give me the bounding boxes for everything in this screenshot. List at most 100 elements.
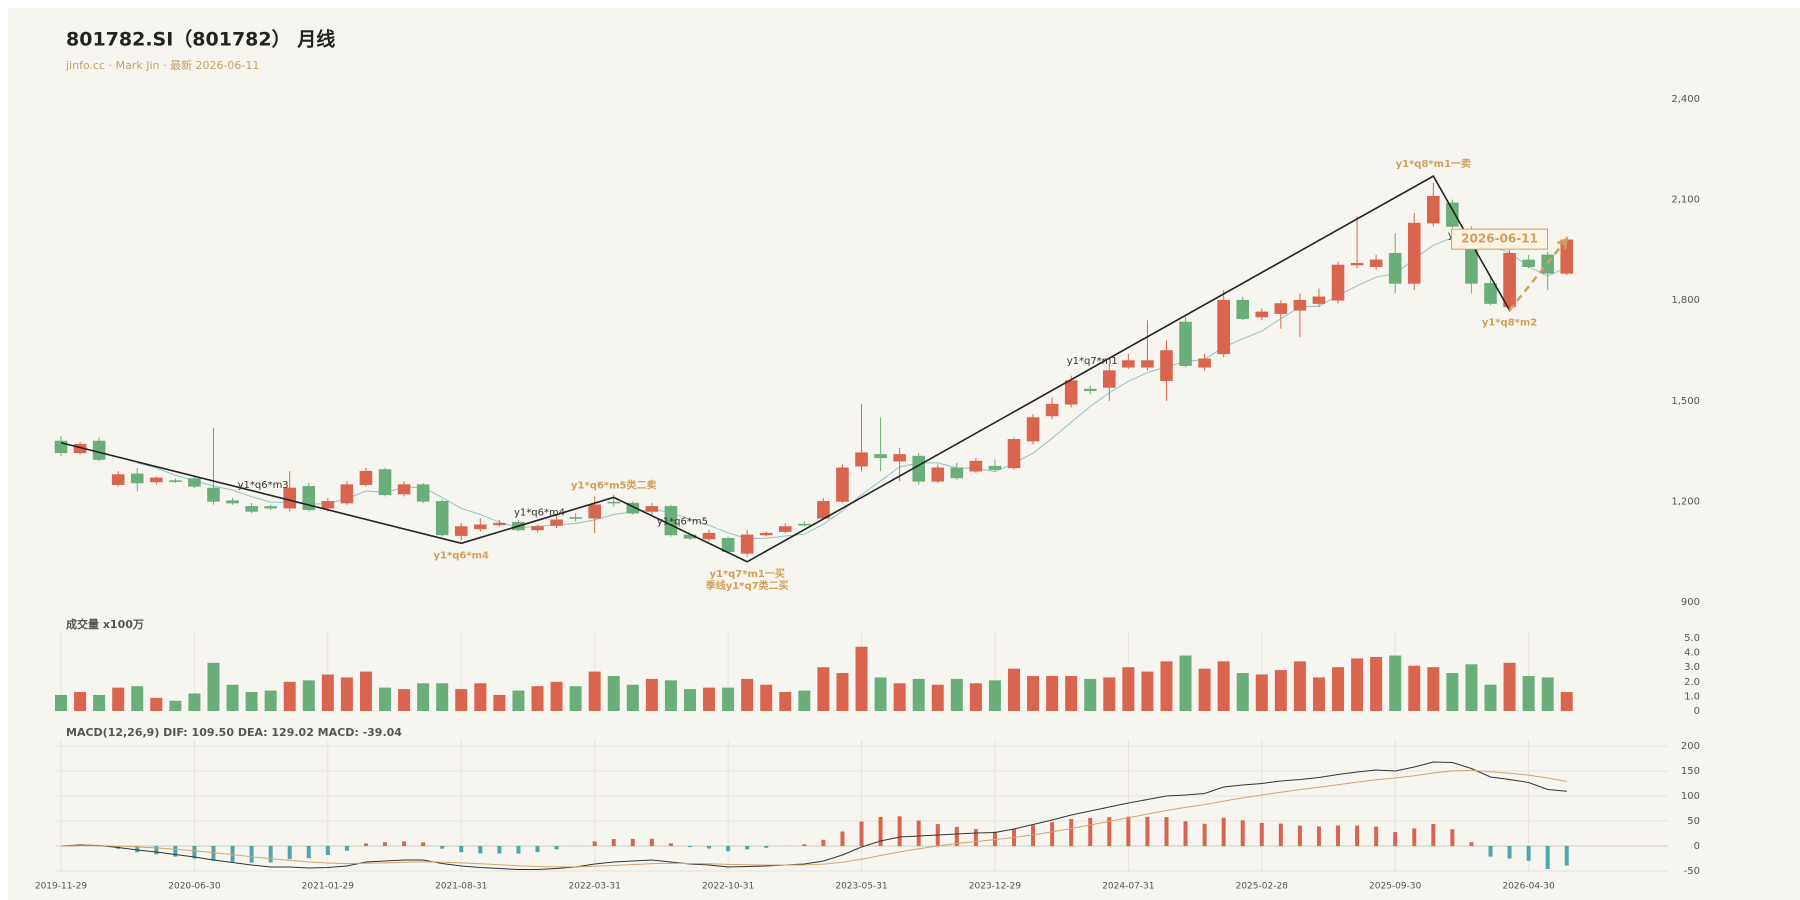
volume-bar xyxy=(1198,668,1211,711)
candle-body xyxy=(1160,350,1173,381)
x-tick-label: 2022-10-31 xyxy=(702,882,754,892)
candle-body xyxy=(245,506,258,512)
macd-bar xyxy=(1526,846,1531,861)
pivot-label: 季线y1*q7类二买 xyxy=(705,579,789,592)
volume-bar xyxy=(607,675,620,711)
volume-bar xyxy=(760,684,773,711)
candle-body xyxy=(531,526,544,531)
candle-body xyxy=(130,473,144,484)
candle-body xyxy=(1407,222,1421,284)
candle-body xyxy=(54,440,68,454)
macd-bar xyxy=(1107,817,1112,846)
candle-body xyxy=(1236,299,1250,319)
pivot-label: y1*q8*m1一卖 xyxy=(1396,157,1471,170)
macd-bar xyxy=(764,846,769,848)
y-tick-label: 1.0 xyxy=(1684,691,1700,702)
volume-bar xyxy=(779,692,792,711)
macd-bar xyxy=(211,846,216,861)
candle-body xyxy=(416,484,430,502)
candle-body xyxy=(1446,202,1459,227)
macd-bar xyxy=(992,831,997,846)
chart-subtitle: jinfo.cc · Mark Jin · 最新 2026-06-11 xyxy=(65,58,259,72)
volume-bar xyxy=(169,700,182,711)
volume-bar xyxy=(436,683,449,711)
macd-bar xyxy=(535,846,540,853)
macd-bar xyxy=(268,846,273,863)
candle-body xyxy=(92,440,106,460)
latest-box xyxy=(1451,228,1549,250)
candle-body xyxy=(1274,303,1288,314)
macd-bar xyxy=(1088,818,1093,846)
macd-bar xyxy=(707,846,712,849)
y-tick-label: 5.0 xyxy=(1684,633,1700,644)
candle-body xyxy=(150,477,163,483)
volume-bar xyxy=(340,677,353,711)
volume-bar xyxy=(874,677,887,711)
dea-line xyxy=(60,769,1567,868)
volume-bar xyxy=(855,646,868,711)
candle-body xyxy=(550,519,563,526)
x-tick-label: 2025-02-28 xyxy=(1236,882,1289,892)
pivot-label: y1*q7*m1一买 xyxy=(709,568,784,580)
candle-body xyxy=(188,478,201,487)
macd-bar xyxy=(1488,846,1493,857)
volume-bar xyxy=(188,693,201,711)
candle-body xyxy=(1312,296,1326,304)
macd-bar xyxy=(611,839,616,846)
candle-body xyxy=(1388,252,1402,284)
volume-bar xyxy=(969,683,982,711)
macd-bar xyxy=(459,846,464,853)
macd-bar xyxy=(1507,846,1512,859)
volume-bar xyxy=(1351,658,1364,711)
macd-bar xyxy=(1050,822,1055,846)
volume-bar xyxy=(74,692,87,711)
volume-bar xyxy=(893,683,906,711)
macd-bar xyxy=(668,843,673,846)
volume-bar xyxy=(722,687,735,711)
macd-bar xyxy=(1431,824,1436,846)
candle-body xyxy=(1293,299,1307,311)
y-tick-label: 4.0 xyxy=(1684,648,1700,659)
volume-bar xyxy=(474,683,487,711)
volume-bar xyxy=(379,687,392,711)
y-tick-label: 2,100 xyxy=(1671,195,1700,206)
candle-body xyxy=(111,474,125,485)
candle-body xyxy=(1369,259,1383,267)
candle-body xyxy=(855,452,868,467)
volume-bar xyxy=(1446,673,1459,711)
candle-body xyxy=(1103,370,1116,388)
volume-bar xyxy=(1255,674,1268,711)
x-tick-label: 2026-04-30 xyxy=(1502,882,1555,892)
candle-body xyxy=(435,501,449,536)
candle-body xyxy=(1141,360,1154,368)
candle-body xyxy=(759,532,773,536)
macd-bar xyxy=(1031,825,1036,846)
macd-bar xyxy=(135,846,140,853)
macd-bar xyxy=(745,846,750,850)
volume-bar xyxy=(1484,684,1497,711)
latest-label: 2026-06-11 xyxy=(1461,232,1538,246)
candle-body xyxy=(893,454,906,462)
candle-body xyxy=(1083,388,1097,392)
volume-bar xyxy=(493,694,506,711)
candle-body xyxy=(1045,403,1059,417)
candle-body xyxy=(1255,311,1269,318)
volume-bar xyxy=(226,684,239,711)
macd-bar xyxy=(1164,817,1169,846)
macd-bar xyxy=(973,829,978,846)
volume-bar xyxy=(798,690,811,711)
candle-body xyxy=(1007,439,1021,469)
candle-body xyxy=(340,484,354,504)
volume-bar xyxy=(245,692,258,711)
volume-bar xyxy=(93,694,106,711)
macd-bar xyxy=(325,846,330,855)
y-tick-label: 100 xyxy=(1681,791,1700,802)
macd-bar xyxy=(630,838,635,846)
macd-bar xyxy=(592,841,597,846)
macd-bar xyxy=(154,846,159,855)
volume-bar xyxy=(550,681,563,711)
macd-bar xyxy=(1069,819,1074,846)
macd-bar xyxy=(383,842,388,846)
y-tick-label: 200 xyxy=(1681,741,1700,752)
